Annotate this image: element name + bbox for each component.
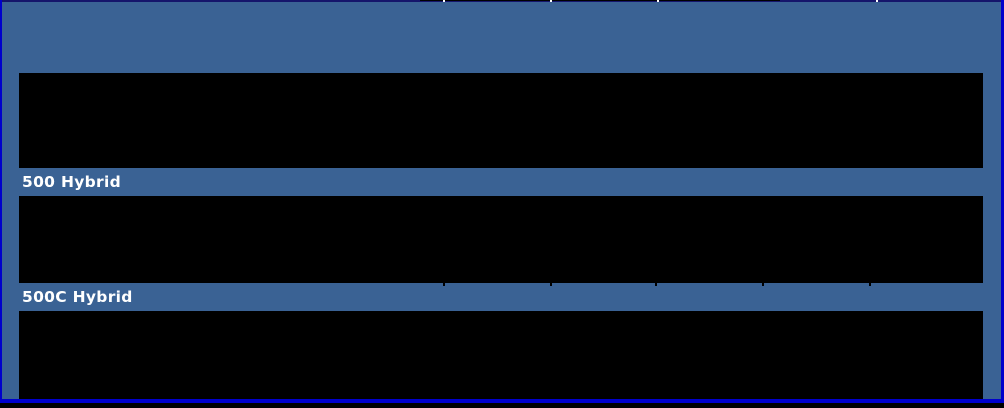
column-separator-tick (443, 0, 445, 2)
column-separator-tick (762, 283, 764, 286)
section-header-label: 500C Hybrid (22, 288, 133, 306)
panel-border-top-black-segment (420, 0, 780, 1)
column-separator-tick (443, 283, 445, 286)
content-block (19, 196, 983, 283)
panel-border-top (0, 0, 1004, 2)
content-block (19, 73, 983, 168)
section-header-500c-hybrid: 500C Hybrid (2, 283, 1001, 311)
column-separator-tick (876, 0, 878, 2)
column-separator-tick (550, 0, 552, 2)
content-block (19, 311, 983, 399)
column-separator-tick (657, 0, 659, 2)
panel-border-left (0, 0, 2, 403)
panel-border-right (1001, 0, 1004, 403)
panel-border-bottom (0, 399, 1004, 403)
section-header-500-hybrid: 500 Hybrid (2, 168, 1001, 196)
section-header-label: 500 Hybrid (22, 173, 121, 191)
header-band (2, 2, 1001, 73)
column-separator-tick (550, 283, 552, 286)
column-separator-tick (869, 283, 871, 286)
column-separator-tick (655, 283, 657, 286)
